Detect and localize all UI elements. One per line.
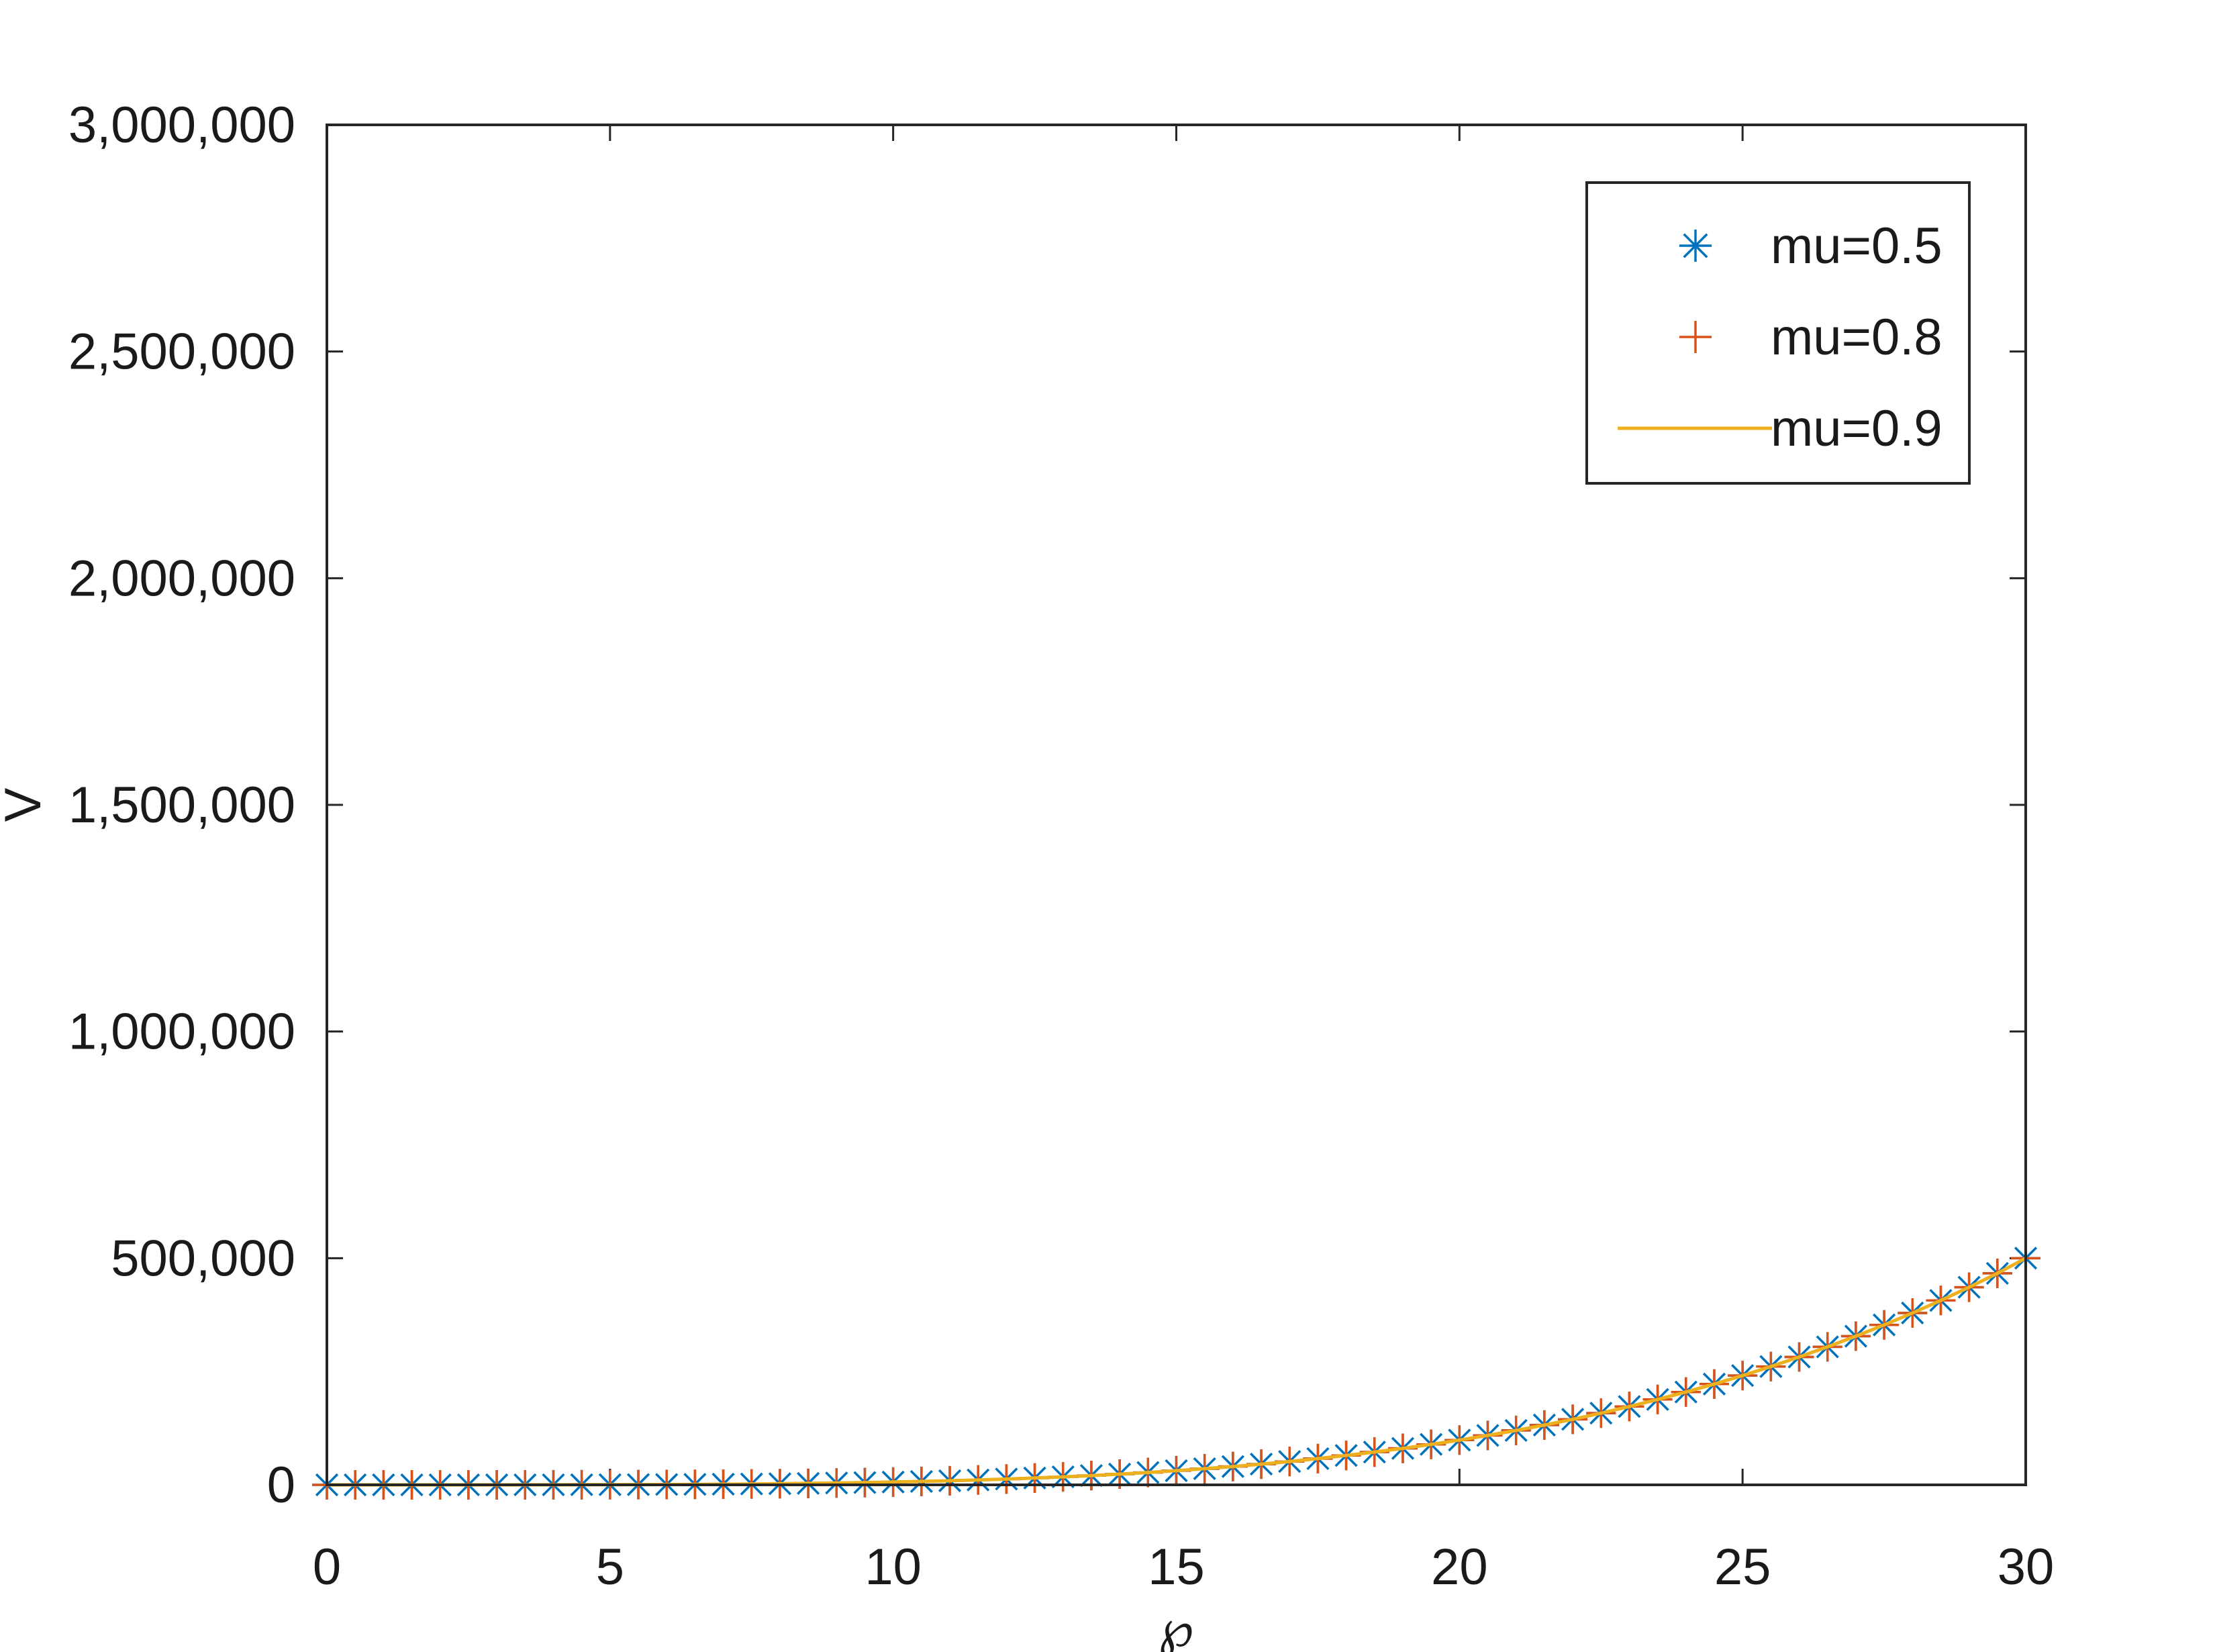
x-tick-label: 5 [596,1539,624,1596]
legend-symbol [1679,230,1712,262]
legend-box [1585,181,1971,485]
legend-label: mu=0.9 [1771,400,1942,457]
y-tick-labels: 0 500,000 1,000,000 1,500,000 2,000,000 2,500… [68,97,295,1514]
legend-marker-plus [1679,321,1712,353]
legend-symbol [1679,321,1712,353]
x-axis-label: ℘ [1159,1600,1194,1652]
y-axis-label: V [0,787,52,822]
legend: mu=0.5 mu=0.8 mu=0.9 [1585,181,1971,485]
legend-marker-asterisk [1679,230,1712,262]
legend-label: mu=0.8 [1771,309,1942,366]
y-tick-label: 1,500,000 [68,777,295,834]
x-tick-label: 10 [865,1539,922,1596]
y-tick-label: 3,000,000 [68,97,295,154]
legend-label: mu=0.5 [1771,217,1942,275]
y-tick-label: 0 [267,1457,295,1514]
y-tick-label: 2,000,000 [68,550,295,607]
x-tick-labels: 0 5 10 15 20 25 30 [313,1539,2054,1596]
y-tick-label: 1,000,000 [68,1004,295,1061]
y-tick-label: 2,500,000 [68,324,295,381]
x-tick-label: 0 [313,1539,341,1596]
x-tick-label: 25 [1714,1539,1771,1596]
y-tick-label: 500,000 [111,1230,295,1287]
x-tick-label: 20 [1431,1539,1488,1596]
x-tick-label: 30 [1998,1539,2055,1596]
x-tick-label: 15 [1148,1539,1205,1596]
plot-area-frame [326,124,2027,1486]
